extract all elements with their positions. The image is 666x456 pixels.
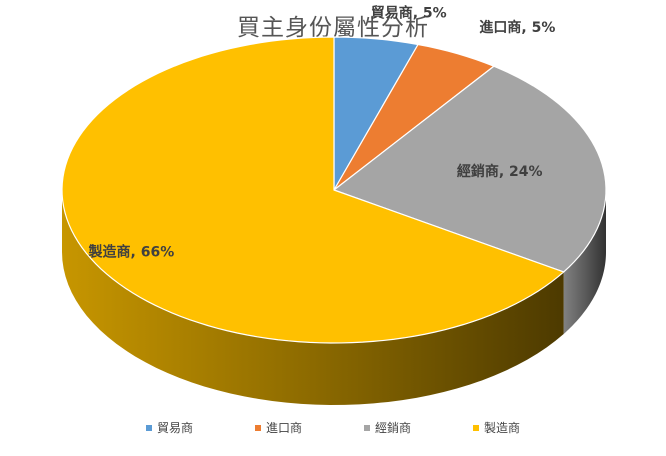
legend-swatch bbox=[364, 424, 370, 431]
chart-legend: 貿易商 進口商 經銷商 製造商 bbox=[0, 419, 666, 436]
legend-label: 貿易商 bbox=[156, 421, 193, 435]
pie-slice-進口商 bbox=[333, 43, 496, 191]
legend-swatch bbox=[473, 424, 480, 431]
pie-side-經銷商 bbox=[563, 190, 606, 334]
pie-slice-製造商 bbox=[61, 36, 565, 344]
pie-slice-經銷商 bbox=[332, 65, 607, 273]
pie-top-faces bbox=[61, 36, 607, 344]
legend-item-貿易商: 貿易商 bbox=[145, 419, 193, 436]
legend-item-進口商: 進口商 bbox=[254, 419, 302, 436]
legend-swatch bbox=[145, 424, 152, 431]
pie-slice-貿易商 bbox=[333, 36, 420, 193]
pie-side-walls bbox=[62, 190, 606, 405]
legend-item-製造商: 製造商 bbox=[473, 419, 520, 436]
legend-item-經銷商: 經銷商 bbox=[364, 419, 411, 436]
legend-label: 進口商 bbox=[265, 421, 302, 435]
legend-swatch bbox=[254, 424, 261, 431]
pie-data-labels: 貿易商, 5% 進口商, 5% 經銷商, 24% 製造商, 66% bbox=[88, 4, 556, 260]
legend-label: 製造商 bbox=[484, 421, 521, 435]
pie-side-製造商 bbox=[62, 190, 564, 405]
data-label-製造商: 製造商, 66% bbox=[88, 244, 175, 261]
data-label-經銷商: 經銷商, 24% bbox=[457, 163, 543, 180]
legend-label: 經銷商 bbox=[375, 421, 412, 435]
data-label-進口商: 進口商, 5% bbox=[479, 19, 555, 36]
data-label-貿易商: 貿易商, 5% bbox=[371, 4, 447, 21]
